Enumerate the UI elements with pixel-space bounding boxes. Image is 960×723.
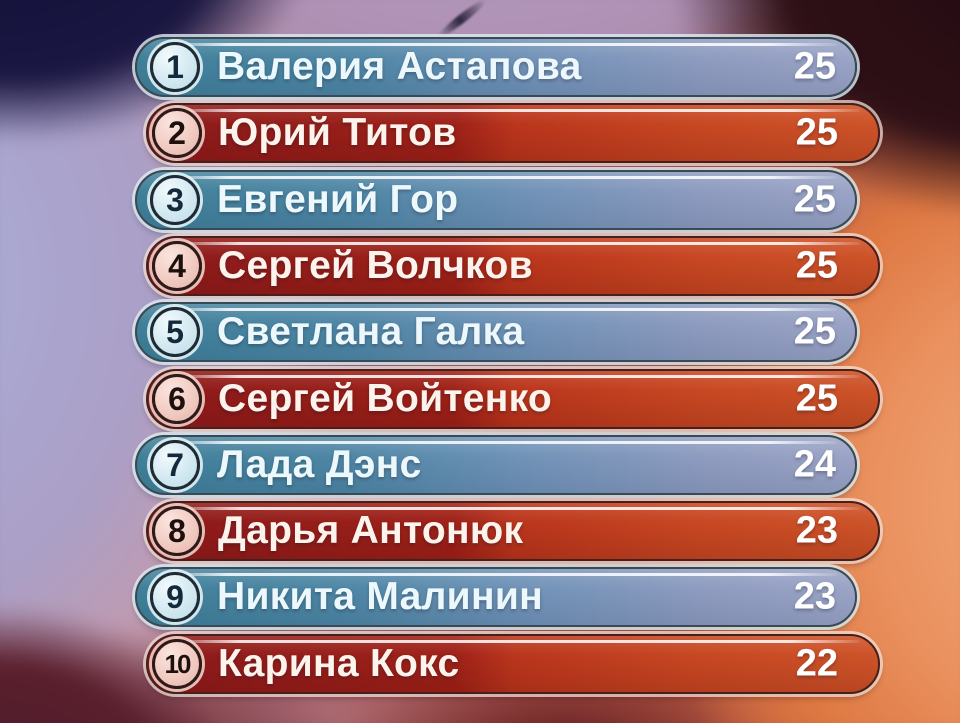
leaderboard-row: 5 Светлана Галка 25 [135,302,857,362]
rank-badge: 9 [150,572,200,622]
rank-number: 2 [168,115,186,151]
contestant-name: Дарья Антонюк [218,509,524,552]
row-gloss-highlight [161,308,837,311]
score-value: 25 [795,111,838,154]
score-value: 23 [793,575,836,618]
leaderboard-row: 8 Дарья Антонюк 23 [146,501,880,561]
row-gloss-highlight [172,109,860,112]
rank-badge: 4 [152,241,202,291]
rank-badge: 6 [152,374,202,424]
rank-number: 1 [166,49,184,85]
score-value: 25 [793,45,836,88]
contestant-name: Лада Дэнс [217,443,422,486]
rank-badge: 7 [150,440,200,490]
rank-number: 9 [166,579,184,615]
score-value: 25 [795,244,838,287]
rank-badge: 1 [150,42,200,92]
leaderboard-row: 9 Никита Малинин 23 [135,567,857,627]
contestant-name: Карина Кокс [218,642,460,685]
leaderboard-row: 3 Евгений Гор 25 [135,170,857,230]
contestant-name: Никита Малинин [217,575,543,618]
score-value: 22 [795,642,838,685]
score-value: 24 [793,443,836,486]
row-gloss-highlight [172,375,860,378]
score-value: 25 [793,310,836,353]
leaderboard-row: 4 Сергей Волчков 25 [146,236,880,296]
rank-badge: 10 [152,639,202,689]
rank-number: 10 [164,649,192,679]
rank-number: 7 [166,447,184,483]
contestant-name: Светлана Галка [217,310,525,353]
row-gloss-highlight [172,507,860,510]
score-value: 25 [795,377,838,420]
row-gloss-highlight [161,176,837,179]
leaderboard-row: 6 Сергей Войтенко 25 [146,369,880,429]
score-value: 25 [793,178,836,221]
rank-number: 6 [168,381,186,417]
contestant-name: Сергей Войтенко [218,377,553,420]
rank-badge: 2 [152,108,202,158]
rank-number: 4 [168,248,186,284]
leaderboard-row: 7 Лада Дэнс 24 [135,435,857,495]
rank-badge: 5 [150,307,200,357]
row-gloss-highlight [172,242,860,245]
row-gloss-highlight [161,43,837,46]
rank-number: 8 [168,513,186,549]
contestant-name: Валерия Астапова [217,45,582,88]
rank-badge: 3 [150,175,200,225]
rank-number: 5 [166,314,184,350]
leaderboard-row: 2 Юрий Титов 25 [146,103,880,163]
contestant-name: Евгений Гор [217,178,459,221]
leaderboard-row: 10 Карина Кокс 22 [146,634,880,694]
row-gloss-highlight [172,640,860,643]
contestant-name: Юрий Титов [218,111,457,154]
contestant-name: Сергей Волчков [218,244,533,287]
rank-badge: 8 [152,506,202,556]
row-gloss-highlight [161,573,837,576]
rank-number: 3 [166,182,184,218]
row-gloss-highlight [161,441,837,444]
leaderboard-row: 1 Валерия Астапова 25 [135,37,857,97]
score-value: 23 [795,509,838,552]
